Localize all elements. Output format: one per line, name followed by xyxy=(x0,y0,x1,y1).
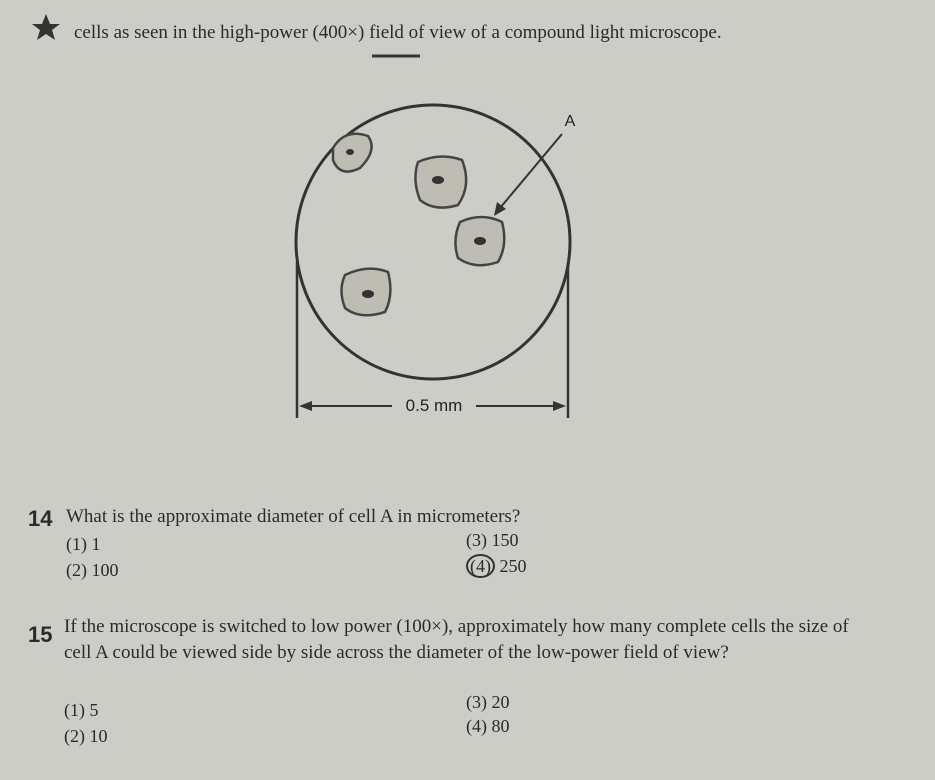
question-number: 14 xyxy=(28,506,53,531)
option-text: 100 xyxy=(91,560,119,580)
option-text: 80 xyxy=(491,716,510,736)
option-number: (4) xyxy=(466,716,487,736)
option: (4) 80 xyxy=(466,716,510,737)
option-text: 5 xyxy=(89,700,99,720)
option: (3) 20 xyxy=(466,692,510,713)
option-number: (3) xyxy=(466,530,487,550)
question-text: If the microscope is switched to low pow… xyxy=(64,616,849,663)
option-text: 20 xyxy=(491,692,510,712)
question-number: 15 xyxy=(28,622,53,647)
option: (4) 250 xyxy=(466,554,527,578)
option-text: 10 xyxy=(89,726,108,746)
arrow-head xyxy=(553,401,566,411)
option-number: (2) xyxy=(64,726,85,746)
option-text: 150 xyxy=(491,530,519,550)
option: (1) 1 xyxy=(66,534,101,555)
option-number: (1) xyxy=(64,700,85,720)
question-text: What is the approximate diameter of cell… xyxy=(66,506,521,527)
cell-label: A xyxy=(565,113,576,130)
arrow-head xyxy=(299,401,312,411)
option: (2) 10 xyxy=(64,726,108,747)
option: (2) 100 xyxy=(66,560,119,581)
arrow-head xyxy=(494,202,506,216)
option-text: 1 xyxy=(91,534,101,554)
option-number: (1) xyxy=(66,534,87,554)
option: (3) 150 xyxy=(466,530,519,551)
option-number: (2) xyxy=(66,560,87,580)
scale-label: 0.5 mm xyxy=(406,396,463,415)
pointer xyxy=(499,133,563,209)
option-text: 250 xyxy=(499,556,527,576)
cells xyxy=(331,132,506,317)
header-text: cells as seen in the high-power (400×) f… xyxy=(74,22,722,43)
star xyxy=(32,14,60,40)
field-of-view xyxy=(294,103,572,381)
option-number: (4) xyxy=(466,554,495,578)
nuclei xyxy=(346,149,486,298)
option-number: (3) xyxy=(466,692,487,712)
option: (1) 5 xyxy=(64,700,99,721)
